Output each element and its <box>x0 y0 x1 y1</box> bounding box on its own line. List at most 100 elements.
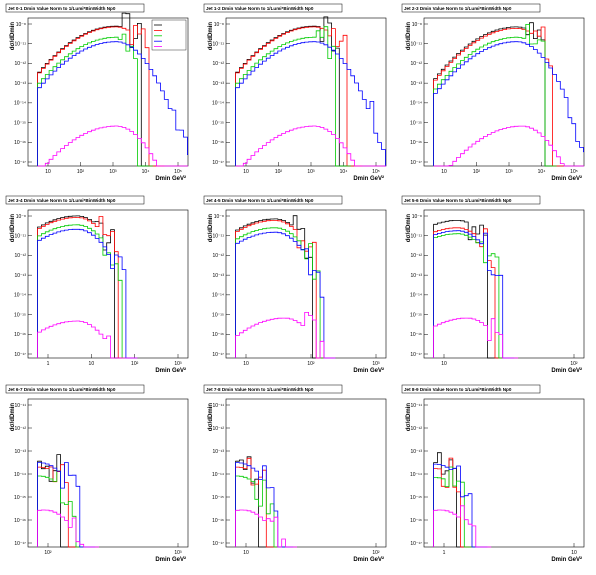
y-tick-label: 10⁻¹⁴ <box>410 293 422 299</box>
panel-title: Jet 5-6 Dmin Value Norm to 1/Lumi*BinWid… <box>404 198 512 203</box>
y-tick-label: 10⁻¹² <box>410 426 422 432</box>
panel-title-box <box>401 384 541 394</box>
series-magenta-histogram <box>433 505 492 548</box>
x-tick-label: 10 <box>243 361 249 367</box>
y-tick-label: 10⁻¹⁵ <box>410 495 422 501</box>
x-tick-label: 1 <box>47 361 50 367</box>
series-magenta-histogram <box>235 125 386 167</box>
y-axis-label: dσ/dDmin <box>406 403 412 431</box>
plot-frame <box>225 17 387 167</box>
y-tick-label: 10⁻¹² <box>212 426 224 432</box>
legend <box>151 19 187 51</box>
y-axis-label: dσ/dDmin <box>10 22 16 50</box>
series-black-histogram <box>37 215 126 359</box>
x-axis-label: Dmin GeV² <box>353 556 384 563</box>
y-tick-label: 10⁻⁸ <box>16 22 26 28</box>
y-tick-label: 10⁻¹⁴ <box>410 472 422 478</box>
y-tick-label: 10⁻¹⁵ <box>212 120 224 126</box>
x-tick-label: 10 <box>441 169 447 175</box>
plot-frame <box>27 17 189 167</box>
histogram-panel: Jet 6-7 Dmin Value Norm to 1/Lumi*BinWid… <box>4 384 199 575</box>
y-tick-label: 10⁻¹⁵ <box>212 495 224 501</box>
x-tick-label: 10² <box>131 361 139 367</box>
y-tick-label: 10⁻¹¹ <box>212 234 224 240</box>
y-tick-label: 10⁻¹⁶ <box>410 518 422 524</box>
panel-title: Jet 8-9 Dmin Value Norm to 1/Lumi*BinWid… <box>404 387 512 392</box>
series-green-histogram <box>235 26 351 167</box>
histogram-svg: Jet 5-6 Dmin Value Norm to 1/Lumi*BinWid… <box>401 195 585 374</box>
panel-title-box <box>203 195 343 205</box>
y-tick-label: 10⁻¹² <box>410 61 422 67</box>
y-axis-label: dσ/dDmin <box>10 214 16 242</box>
x-axis-label: Dmin GeV² <box>353 175 384 182</box>
plot-frame <box>225 398 387 548</box>
x-tick-label: 10⁵ <box>372 169 380 175</box>
x-tick-label: 10⁴ <box>538 169 546 175</box>
y-tick-label: 10⁻¹⁴ <box>14 293 26 299</box>
x-tick-label: 10 <box>441 361 447 367</box>
plot-frame <box>225 209 387 359</box>
series-magenta-histogram <box>433 125 584 167</box>
histogram-panel: Jet 1-2 Dmin Value Norm to 1/Lumi*BinWid… <box>202 3 397 194</box>
plot-frame <box>423 398 585 548</box>
histogram-panel: Jet 3-4 Dmin Value Norm to 1/Lumi*BinWid… <box>4 195 199 386</box>
y-tick-label: 10⁻¹² <box>410 253 422 259</box>
panel-title-box <box>5 3 145 13</box>
histogram-panel: Jet 0-1 Dmin Value Norm to 1/Lumi*BinWid… <box>4 3 199 194</box>
x-tick-label: 10² <box>307 361 315 367</box>
x-axis-label: Dmin GeV² <box>353 367 384 374</box>
histogram-svg: Jet 3-4 Dmin Value Norm to 1/Lumi*BinWid… <box>5 195 189 374</box>
x-tick-label: 10² <box>372 550 380 556</box>
series-blue-histogram <box>433 463 488 548</box>
x-tick-label: 10³ <box>505 169 513 175</box>
y-tick-label: 10⁻¹¹ <box>410 42 422 48</box>
y-tick-label: 10⁻¹³ <box>14 449 26 455</box>
y-tick-label: 10⁻¹¹ <box>14 234 26 240</box>
histogram-svg: Jet 1-2 Dmin Value Norm to 1/Lumi*BinWid… <box>203 3 387 182</box>
y-tick-label: 10⁻⁸ <box>214 214 224 220</box>
y-tick-label: 10⁻⁸ <box>412 22 422 28</box>
y-axis-label: dσ/dDmin <box>208 22 214 50</box>
series-black-histogram <box>235 16 351 167</box>
series-blue-histogram <box>235 41 386 167</box>
x-tick-label: 1 <box>443 550 446 556</box>
panel-title-box <box>203 384 343 394</box>
x-tick-label: 10³ <box>174 361 182 367</box>
y-tick-label: 10⁻¹⁷ <box>212 541 224 547</box>
y-tick-label: 10⁻¹⁴ <box>14 472 26 478</box>
y-tick-label: 10⁻¹⁴ <box>212 472 224 478</box>
x-tick-label: 10 <box>243 550 249 556</box>
series-green-histogram <box>433 233 515 359</box>
series-magenta-histogram <box>235 509 297 548</box>
x-tick-label: 10³ <box>109 169 117 175</box>
x-tick-label: 10 <box>571 550 577 556</box>
y-tick-label: 10⁻¹⁶ <box>14 140 26 146</box>
panel-title-box <box>5 384 145 394</box>
y-tick-label: 10⁻¹⁴ <box>14 101 26 107</box>
x-axis-label: Dmin GeV² <box>551 175 582 182</box>
y-tick-label: 10⁻¹⁶ <box>410 332 422 338</box>
y-tick-label: 10⁻¹⁵ <box>410 312 422 318</box>
x-axis-label: Dmin GeV² <box>155 556 186 563</box>
y-tick-label: 10⁻¹⁶ <box>212 332 224 338</box>
y-tick-label: 10⁻¹⁶ <box>212 518 224 524</box>
panel-title: Jet 2-3 Dmin Value Norm to 1/Lumi*BinWid… <box>404 6 512 11</box>
histogram-svg: Jet 0-1 Dmin Value Norm to 1/Lumi*BinWid… <box>5 3 189 182</box>
series-black-histogram <box>433 220 499 359</box>
y-tick-label: 10⁻¹² <box>212 61 224 67</box>
y-axis-label: dσ/dDmin <box>406 22 412 50</box>
y-tick-label: 10⁻¹⁶ <box>14 332 26 338</box>
x-tick-label: 10⁵ <box>570 169 578 175</box>
panel-title: Jet 1-2 Dmin Value Norm to 1/Lumi*BinWid… <box>206 6 314 11</box>
y-tick-label: 10⁻¹³ <box>212 273 224 279</box>
y-tick-label: 10⁻¹¹ <box>212 403 224 409</box>
series-red-histogram <box>37 216 130 359</box>
series-red-histogram <box>235 26 363 167</box>
series-magenta-histogram <box>37 509 99 548</box>
series-magenta-histogram <box>235 312 336 359</box>
series-blue-histogram <box>433 41 584 166</box>
x-tick-label: 10⁴ <box>142 169 150 175</box>
series-red-histogram <box>235 457 278 548</box>
y-tick-label: 10⁻¹³ <box>410 273 422 279</box>
